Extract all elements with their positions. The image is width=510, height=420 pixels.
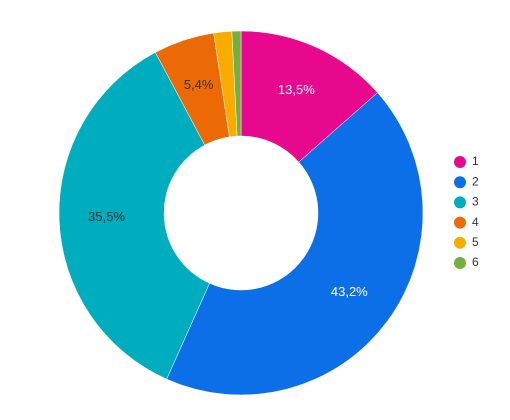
data-label: 35,5% xyxy=(88,209,125,224)
slice xyxy=(58,52,210,380)
legend-label: 6 xyxy=(472,255,479,269)
legend-swatch xyxy=(454,236,466,249)
slice xyxy=(166,92,424,396)
legend-swatch xyxy=(454,196,466,209)
legend-label: 1 xyxy=(472,154,479,168)
legend-swatch xyxy=(454,216,466,229)
legend-label: 4 xyxy=(472,215,479,229)
legend-label: 2 xyxy=(472,174,479,188)
slice xyxy=(231,30,242,137)
data-label: 43,2% xyxy=(331,284,368,299)
legend-swatch xyxy=(454,176,466,189)
legend-label: 3 xyxy=(472,195,479,209)
legend-swatch xyxy=(454,257,466,269)
legend-label: 5 xyxy=(472,235,479,249)
data-label: 13,5% xyxy=(278,82,315,97)
data-label: 5,4% xyxy=(184,77,214,92)
legend-swatch xyxy=(454,156,466,168)
slice xyxy=(240,30,378,163)
